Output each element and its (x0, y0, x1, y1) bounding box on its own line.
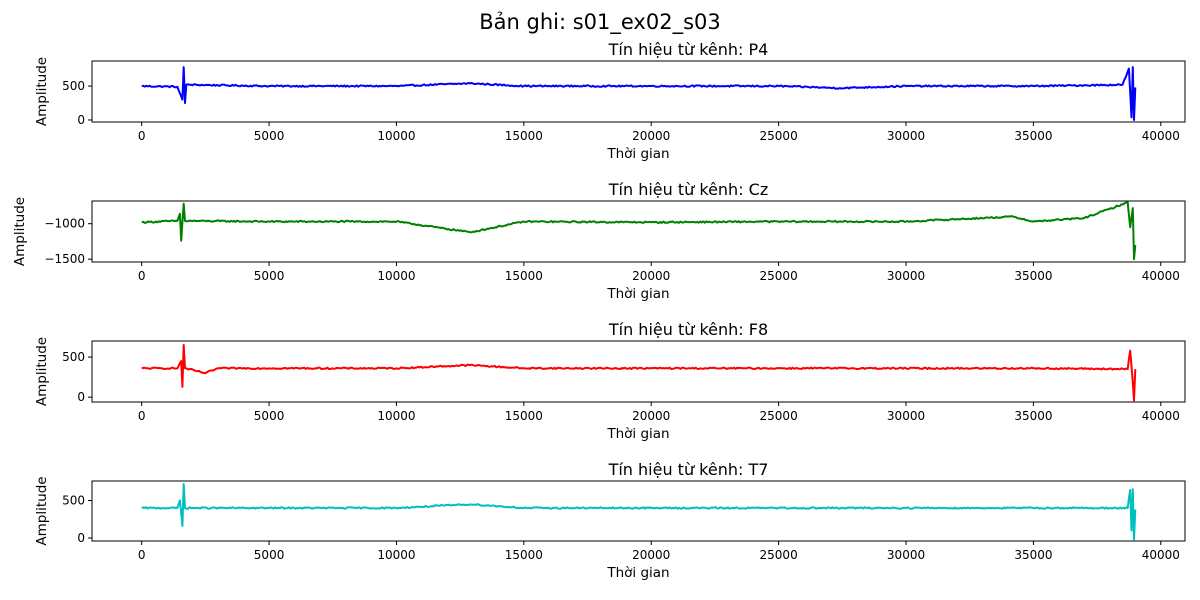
x-tick-label: 25000 (760, 409, 798, 423)
x-tick-label: 40000 (1142, 548, 1180, 562)
x-tick-label: 25000 (760, 269, 798, 283)
y-tick-label: 0 (77, 531, 85, 545)
x-tick-label: 15000 (505, 548, 543, 562)
x-tick-label: 25000 (760, 548, 798, 562)
x-tick-label: 15000 (505, 409, 543, 423)
x-tick-label: 10000 (377, 129, 415, 143)
y-tick-label: 500 (62, 79, 85, 93)
x-tick-label: 5000 (254, 409, 285, 423)
x-tick-label: 35000 (1014, 269, 1052, 283)
x-tick-label: 30000 (887, 129, 925, 143)
y-axis-label: Amplitude (12, 197, 28, 266)
signal-line (141, 344, 1137, 402)
x-tick-label: 15000 (505, 269, 543, 283)
x-tick-label: 40000 (1142, 409, 1180, 423)
x-tick-label: 40000 (1142, 269, 1180, 283)
y-axis-label: Amplitude (34, 476, 50, 545)
x-tick-label: 0 (138, 129, 146, 143)
x-tick-label: 15000 (505, 129, 543, 143)
subplot-title: Tín hiệu từ kênh: T7 (608, 460, 769, 479)
y-tick-label: 0 (77, 113, 85, 127)
subplot-title: Tín hiệu từ kênh: Cz (608, 180, 768, 199)
subplots: 0 5000 10000 15000 20000 25000 30000 35000 40000… (12, 40, 1186, 581)
axes-frame (91, 480, 1186, 542)
x-axis-label: Thời gian (606, 286, 669, 302)
subplot-2: 0 5000 10000 15000 20000 25000 30000 35000 40000… (12, 180, 1186, 302)
axes-frame (91, 340, 1186, 403)
x-tick-label: 30000 (887, 409, 925, 423)
subplot-title: Tín hiệu từ kênh: F8 (608, 320, 768, 339)
x-tick-label: 5000 (254, 269, 285, 283)
x-tick-label: 30000 (887, 269, 925, 283)
signal-line (141, 201, 1137, 261)
x-tick-label: 20000 (632, 269, 670, 283)
x-tick-label: 20000 (632, 409, 670, 423)
x-tick-label: 35000 (1014, 409, 1052, 423)
y-tick-label: 500 (62, 494, 85, 508)
signal-line (141, 66, 1137, 121)
x-tick-label: 35000 (1014, 129, 1052, 143)
x-tick-label: 0 (138, 269, 146, 283)
figure-suptitle: Bản ghi: s01_ex02_s03 (479, 10, 721, 35)
y-tick-label: −1500 (44, 252, 85, 266)
x-tick-label: 20000 (632, 548, 670, 562)
x-tick-label: 10000 (377, 548, 415, 562)
x-tick-label: 20000 (632, 129, 670, 143)
y-tick-label: 0 (77, 390, 85, 404)
x-axis-label: Thời gian (606, 565, 669, 581)
subplot-4: 0 5000 10000 15000 20000 25000 30000 35000 40000… (34, 460, 1186, 581)
x-tick-label: 5000 (254, 129, 285, 143)
x-tick-label: 0 (138, 548, 146, 562)
subplot-3: 0 5000 10000 15000 20000 25000 30000 35000 40000… (34, 320, 1186, 442)
signal-line (141, 483, 1137, 541)
subplot-1: 0 5000 10000 15000 20000 25000 30000 35000 40000… (34, 40, 1186, 162)
subplot-title: Tín hiệu từ kênh: P4 (608, 40, 769, 59)
x-tick-label: 40000 (1142, 129, 1180, 143)
x-tick-label: 0 (138, 409, 146, 423)
y-tick-label: 500 (62, 350, 85, 364)
axes-frame (91, 200, 1186, 263)
y-axis-label: Amplitude (34, 57, 50, 126)
x-axis-label: Thời gian (606, 146, 669, 162)
x-tick-label: 5000 (254, 548, 285, 562)
x-axis-label: Thời gian (606, 426, 669, 442)
x-tick-label: 25000 (760, 129, 798, 143)
y-tick-label: −1000 (44, 217, 85, 231)
y-axis-label: Amplitude (34, 337, 50, 406)
axes-frame (91, 60, 1186, 123)
x-tick-label: 35000 (1014, 548, 1052, 562)
x-tick-label: 10000 (377, 409, 415, 423)
x-tick-label: 10000 (377, 269, 415, 283)
x-tick-label: 30000 (887, 548, 925, 562)
